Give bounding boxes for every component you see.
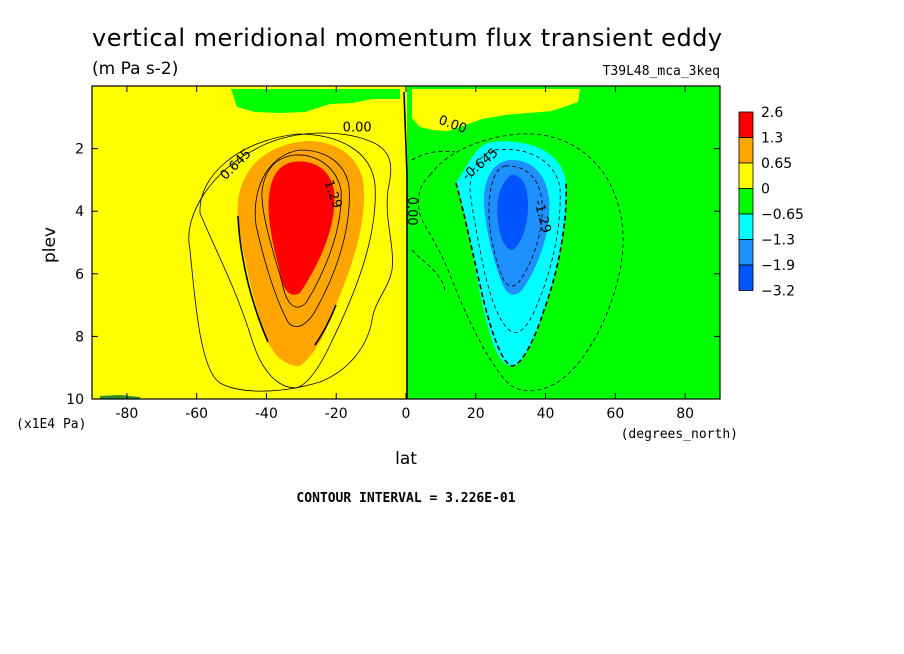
colorbar-swatch: [738, 188, 754, 215]
x-tick-label: 40: [537, 406, 555, 422]
run-label: T39L48_mca_3keq: [603, 64, 720, 79]
contour-line: [411, 150, 456, 291]
x-tick-label: 80: [676, 406, 694, 422]
contour-line: [261, 154, 342, 308]
x-tick-label: -80: [115, 406, 138, 422]
y-tick-label: 6: [75, 267, 84, 283]
x-tick-label: 0: [402, 406, 411, 422]
contour-line: [488, 165, 543, 287]
y-tick-label: 2: [75, 142, 84, 158]
contour-interval: CONTOUR INTERVAL = 3.226E-01: [296, 491, 515, 506]
colorbar-label: −3.2: [761, 284, 795, 300]
y-units-label: (x1E4 Pa): [16, 417, 86, 432]
x-tick-label: -60: [185, 406, 208, 422]
colorbar-swatch: [738, 137, 754, 164]
contour-line: [188, 132, 393, 392]
axis-ticks: -80 -60 -40 -20 0 20 40 60 80 2 4 6 8 10: [66, 86, 720, 422]
chart-title: vertical meridional momentum flux transi…: [92, 24, 723, 52]
colorbar-swatch: [738, 111, 754, 138]
y-tick-label: 8: [75, 329, 84, 345]
green-bottom-patch: [100, 395, 140, 399]
colorbar-swatch: [738, 239, 754, 266]
colorbar-label: −1.3: [761, 233, 795, 249]
contour-label: 0.00: [343, 120, 372, 135]
colorbar-label: 1.3: [761, 131, 783, 147]
green-region: [407, 86, 720, 399]
x-units-label: (degrees_north): [621, 427, 738, 442]
y-tick-label: 4: [75, 204, 84, 220]
colorbar-swatch: [738, 213, 754, 240]
colorbar-label: 0: [761, 182, 770, 198]
contour-label: 0.00: [404, 197, 419, 226]
colorbar-label: 0.65: [761, 156, 792, 172]
colorbar-label: −0.65: [761, 207, 804, 223]
zero-contour: [455, 181, 568, 367]
contour-line: [254, 149, 350, 328]
colorbar-swatch: [738, 162, 754, 189]
x-axis-label: lat: [395, 449, 417, 469]
x-tick-label: 60: [606, 406, 624, 422]
colorbar-swatch: [738, 264, 754, 291]
x-tick-label: -40: [255, 406, 278, 422]
y-tick-label: 10: [66, 392, 84, 408]
blue-region: [497, 174, 528, 250]
green-top-patch: [231, 89, 400, 113]
colorbar: 2.6 1.3 0.65 0 −0.65 −1.3 −1.9 −3.2: [738, 105, 804, 300]
red-region: [268, 161, 335, 295]
colorbar-label: −1.9: [761, 258, 795, 274]
units-label: (m Pa s-2): [92, 59, 178, 79]
x-tick-label: -20: [325, 406, 348, 422]
zero-contour: [237, 91, 408, 399]
contour-line: [418, 133, 624, 392]
colorbar-label: 2.6: [761, 105, 783, 121]
y-axis-label: plev: [40, 227, 60, 263]
yellow-top-patch: [412, 89, 580, 131]
x-tick-label: 20: [467, 406, 485, 422]
